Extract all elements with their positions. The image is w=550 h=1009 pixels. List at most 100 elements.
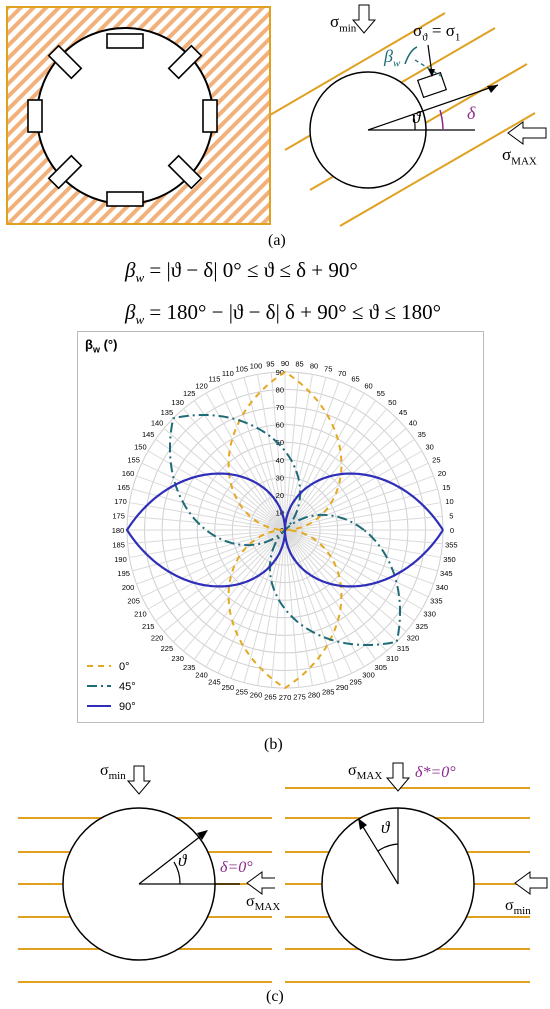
polar-chart-y-title: βw (°) — [85, 337, 118, 355]
angular-grid-spoke — [270, 372, 286, 531]
angle-tick-label: 210 — [134, 610, 147, 619]
series-line-45deg — [169, 414, 401, 646]
radial-tick-label: 10 — [276, 508, 284, 517]
sigma-max-arrow-c-left — [246, 871, 275, 895]
angular-grid-spoke — [284, 529, 377, 660]
polar-chart-frame — [77, 331, 484, 723]
angle-tick-label: 90 — [281, 359, 289, 368]
angular-grid-spoke — [284, 438, 415, 531]
angle-tick-label: 245 — [208, 677, 221, 686]
angle-tick-label: 150 — [134, 443, 147, 452]
label-c-right-sigma-max: σMAX — [348, 762, 383, 783]
angle-tick-label: 220 — [151, 633, 164, 642]
theta-line-left — [138, 831, 207, 885]
angular-grid-spoke — [284, 529, 415, 622]
angular-grid-spoke — [284, 529, 313, 686]
angular-grid-spoke — [183, 529, 286, 652]
gauge-left — [27, 99, 43, 133]
theta-direction-line — [367, 84, 499, 131]
angle-tick-label: 115 — [208, 375, 220, 384]
angular-grid-spoke — [284, 408, 387, 531]
angular-grid-spoke — [284, 529, 438, 572]
gauge-bottom-right — [167, 154, 203, 190]
angle-tick-label: 180 — [112, 526, 125, 535]
angular-grid-spoke — [284, 515, 443, 531]
angular-grid-spoke — [127, 529, 286, 545]
delta-angle-arc — [439, 109, 444, 131]
angle-tick-label: 50 — [388, 398, 396, 407]
caption-c: (c) — [266, 988, 284, 1005]
angle-tick-label: 80 — [310, 362, 318, 371]
angular-grid-spoke — [132, 488, 286, 531]
polar-chart: 0510152025303540455055606570758085909510… — [87, 359, 458, 713]
angle-tick-label: 25 — [432, 455, 440, 464]
sigma-theta-pointer-head — [428, 69, 435, 77]
angle-tick-label: 315 — [397, 644, 410, 653]
panel-c-left-diagram — [18, 765, 275, 983]
stress-element — [416, 71, 448, 99]
gauge-bottom-left — [47, 154, 83, 190]
angle-tick-label: 190 — [114, 555, 127, 564]
angle-tick-label: 270 — [279, 693, 292, 702]
angular-grid-spoke — [127, 515, 286, 531]
angle-tick-label: 110 — [222, 369, 234, 378]
gauge-top-right — [167, 44, 203, 80]
angle-tick-label: 135 — [161, 408, 174, 417]
theta-arrowhead-left — [197, 830, 208, 840]
sigma-min-arrow-c-right — [514, 871, 548, 895]
caption-b: (b) — [264, 736, 283, 753]
angular-grid-spoke — [155, 529, 286, 622]
angular-grid-spoke — [155, 438, 286, 531]
radial-tick-label: 60 — [276, 421, 284, 430]
angle-tick-label: 5 — [449, 511, 453, 520]
legend-label: 90° — [119, 701, 136, 713]
label-c-left-sigma-min: σmin — [100, 762, 126, 783]
angular-grid-spoke — [193, 400, 286, 531]
label-c-right-theta: ϑ — [381, 818, 390, 837]
angle-tick-label: 295 — [349, 677, 362, 686]
angle-tick-label: 225 — [161, 644, 174, 653]
beta-reference-line — [414, 59, 442, 77]
angular-grid-spoke — [230, 529, 286, 679]
radial-tick-label: 50 — [276, 438, 284, 447]
angular-grid-spoke — [284, 372, 300, 531]
angle-tick-label: 100 — [250, 362, 263, 371]
angle-tick-label: 240 — [195, 671, 208, 680]
label-beta-w: βw — [384, 46, 401, 70]
sigma-min-arrow-c-left — [126, 765, 152, 795]
angle-tick-label: 20 — [438, 469, 446, 478]
angle-tick-label: 340 — [436, 583, 449, 592]
radial-tick-label: 40 — [276, 456, 284, 465]
angle-tick-label: 355 — [445, 541, 458, 550]
label-sigma-min: σmin — [330, 12, 357, 35]
angular-grid-spoke — [193, 529, 286, 660]
angular-grid-spoke — [284, 529, 353, 674]
angular-grid-spoke — [284, 400, 377, 531]
angle-tick-label: 145 — [142, 430, 155, 439]
equation-2: βw = 180° − |ϑ − δ| δ + 90° ≤ ϑ ≤ 180° — [125, 300, 442, 328]
gauge-right — [202, 99, 218, 133]
angle-tick-label: 350 — [443, 555, 456, 564]
angle-tick-label: 65 — [351, 375, 359, 384]
angular-grid-spoke — [147, 529, 286, 610]
angle-tick-label: 95 — [266, 360, 274, 369]
panel-c-right-diagram — [285, 762, 548, 983]
angular-grid-spoke — [163, 428, 286, 531]
angle-tick-label: 155 — [127, 455, 140, 464]
angular-grid-spoke — [284, 392, 365, 531]
angular-grid-spoke — [284, 381, 340, 531]
angle-tick-label: 75 — [324, 365, 332, 374]
angular-grid-spoke — [284, 386, 353, 531]
angular-grid-spoke — [217, 386, 286, 531]
angle-tick-label: 70 — [338, 369, 346, 378]
angular-grid-spoke — [141, 462, 286, 531]
angle-tick-label: 235 — [183, 663, 196, 672]
angular-grid-spoke — [129, 502, 286, 531]
angle-tick-label: 200 — [122, 583, 135, 592]
gauge-bottom — [106, 191, 144, 207]
equation-1: βw = |ϑ − δ| 0° ≤ ϑ ≤ δ + 90° — [125, 258, 358, 286]
angle-tick-label: 195 — [117, 569, 130, 578]
angle-tick-label: 0 — [450, 526, 454, 535]
angular-grid-spoke — [136, 475, 286, 531]
angle-tick-label: 275 — [293, 692, 306, 701]
